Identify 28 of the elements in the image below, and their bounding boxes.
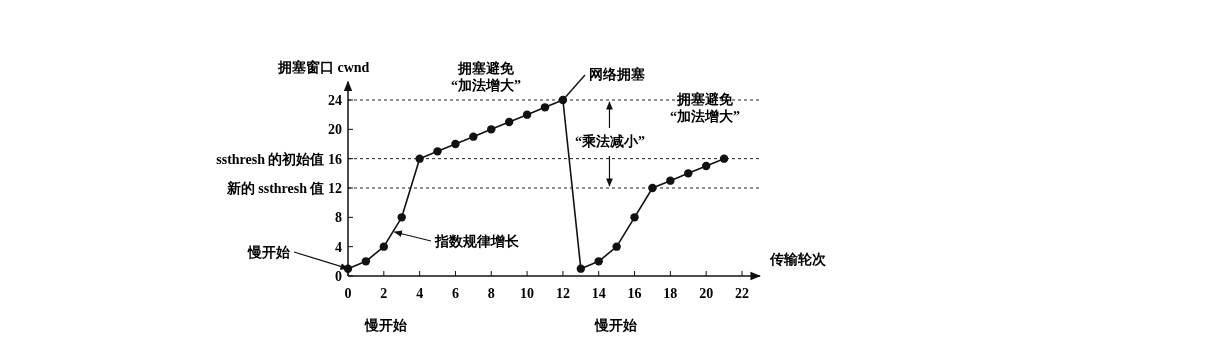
y-axis-title: 拥塞窗口 cwnd bbox=[277, 59, 370, 75]
x-tick-label: 12 bbox=[555, 286, 570, 301]
y-tick-label: 24 bbox=[328, 93, 342, 108]
y-tick-label: 新的 ssthresh 值 12 bbox=[225, 180, 342, 196]
annotation: 拥塞避免 “加法增大” bbox=[670, 91, 740, 124]
text: 慢开始 bbox=[594, 318, 638, 333]
x-tick-label: 16 bbox=[627, 286, 642, 301]
y-tick-label: ssthresh 的初始值 16 bbox=[216, 150, 342, 167]
y-tick-label: 20 bbox=[328, 122, 342, 138]
annotation: 指数规律增长 bbox=[434, 234, 520, 249]
x-tick-label: 10 bbox=[520, 286, 535, 301]
x-tick-label: 8 bbox=[487, 286, 495, 301]
text: 慢开始 bbox=[364, 318, 408, 333]
x-tick-label: 6 bbox=[451, 286, 459, 301]
x-tick-label: 4 bbox=[416, 286, 424, 301]
x-tick-label: 22 bbox=[735, 286, 749, 301]
y-tick-label: 8 bbox=[335, 210, 342, 226]
annotation: “乘法减小” bbox=[575, 134, 645, 149]
x-tick-label: 14 bbox=[591, 286, 606, 301]
x-tick-label: 2 bbox=[380, 286, 388, 301]
annotation: 慢开始 bbox=[247, 245, 291, 260]
x-tick-label: 18 bbox=[663, 286, 678, 301]
y-tick-label: 4 bbox=[335, 239, 342, 255]
x-axis-title: 传输轮次 bbox=[768, 252, 827, 267]
x-tick-label: 20 bbox=[699, 286, 714, 301]
annotation: 网络拥塞 bbox=[589, 66, 645, 82]
annotation: 拥塞避免 “加法增大” bbox=[451, 60, 521, 93]
y-tick-label: 0 bbox=[335, 269, 342, 284]
